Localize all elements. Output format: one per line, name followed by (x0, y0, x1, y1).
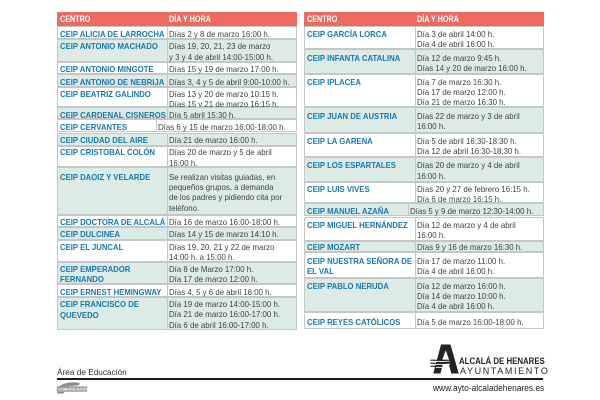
svg-text:COMUNICACIÓN: COMUNICACIÓN (58, 387, 89, 392)
